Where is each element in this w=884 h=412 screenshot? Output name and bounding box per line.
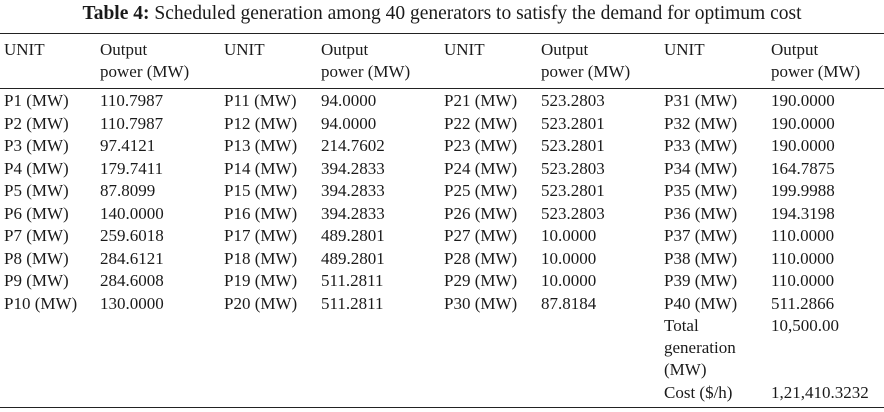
unit-cell: P14 (MW) xyxy=(224,158,298,178)
header-unit-4: UNIT xyxy=(664,40,705,59)
output-cell: 164.7875 xyxy=(771,158,835,178)
unit-cell: P34 (MW) xyxy=(664,158,738,178)
output-cell: 140.0000 xyxy=(100,203,164,223)
output-cell: 489.2801 xyxy=(321,248,385,268)
output-cell: 284.6008 xyxy=(100,271,164,290)
header-output-3: Output power (MW) xyxy=(541,40,631,81)
unit-cell: P1 (MW) xyxy=(4,91,69,110)
output-cell: 190.0000 xyxy=(771,91,835,110)
unit-cell: P8 (MW) xyxy=(4,248,69,268)
unit-cell: P9 (MW) xyxy=(4,271,69,290)
output-cell: 523.2803 xyxy=(541,91,605,110)
output-cell: 110.0000 xyxy=(771,226,835,245)
output-cell: 10.0000 xyxy=(541,226,597,245)
output-cell: 523.2801 xyxy=(541,136,605,155)
cost-label: Cost ($/h) xyxy=(664,383,733,402)
unit-cell: P11 (MW) xyxy=(224,91,297,110)
unit-cell: P29 (MW) xyxy=(444,271,518,290)
output-cell: 511.2811 xyxy=(321,271,384,290)
unit-cell: P39 (MW) xyxy=(664,271,738,290)
header-output-1: Output power (MW) xyxy=(100,40,190,81)
unit-cell: P27 (MW) xyxy=(444,226,518,245)
output-cell: 394.2833 xyxy=(321,158,385,178)
output-cell: 190.0000 xyxy=(771,136,835,155)
unit-cell: P13 (MW) xyxy=(224,136,298,155)
table-title: Scheduled generation among 40 generators… xyxy=(154,3,802,24)
unit-cell: P20 (MW) xyxy=(224,293,298,313)
output-cell: 523.2803 xyxy=(541,203,605,223)
unit-cell: P3 (MW) xyxy=(4,136,69,155)
output-cell: 523.2801 xyxy=(541,181,605,200)
unit-cell: P6 (MW) xyxy=(4,203,69,223)
output-cell: 110.7987 xyxy=(100,91,164,110)
total-generation-value: 10,500.00 xyxy=(771,316,839,335)
unit-cell: P21 (MW) xyxy=(444,91,518,110)
unit-cell: P32 (MW) xyxy=(664,113,738,133)
unit-cell: P18 (MW) xyxy=(224,248,298,268)
output-cell: 97.4121 xyxy=(100,136,156,155)
output-cell: 194.3198 xyxy=(771,203,835,223)
table-label: Table 4: xyxy=(82,3,150,24)
output-cell: 199.9988 xyxy=(771,181,835,200)
unit-cell: P12 (MW) xyxy=(224,113,298,133)
header-output-2: Output power (MW) xyxy=(321,40,411,81)
output-cell: 179.7411 xyxy=(100,158,164,178)
output-cell: 523.2803 xyxy=(541,158,605,178)
unit-cell: P5 (MW) xyxy=(4,181,69,200)
unit-cell: P38 (MW) xyxy=(664,248,738,268)
unit-cell: P7 (MW) xyxy=(4,226,69,245)
output-cell: 190.0000 xyxy=(771,113,835,133)
unit-cell: P4 (MW) xyxy=(4,158,69,178)
unit-cell: P22 (MW) xyxy=(444,113,518,133)
output-cell: 110.0000 xyxy=(771,271,835,290)
output-cell: 284.6121 xyxy=(100,248,164,268)
total-generation-label: Total generation (MW) xyxy=(664,316,736,379)
table-caption: Table 4: Scheduled generation among 40 g… xyxy=(0,0,884,30)
unit-cell: P24 (MW) xyxy=(444,158,518,178)
header-rule xyxy=(0,88,884,89)
bottom-rule xyxy=(0,407,884,408)
unit-cell: P17 (MW) xyxy=(224,226,298,245)
unit-cell: P2 (MW) xyxy=(4,113,69,133)
output-cell: 259.6018 xyxy=(100,226,164,245)
output-cell: 511.2811 xyxy=(321,293,384,313)
unit-cell: P26 (MW) xyxy=(444,203,518,223)
unit-cell: P40 (MW) xyxy=(664,293,738,313)
output-cell: 94.0000 xyxy=(321,113,377,133)
unit-cell: P19 (MW) xyxy=(224,271,298,290)
unit-cell: P10 (MW) xyxy=(4,293,78,313)
output-cell: 10.0000 xyxy=(541,271,597,290)
unit-cell: P15 (MW) xyxy=(224,181,298,200)
unit-cell: P33 (MW) xyxy=(664,136,738,155)
header-unit-1: UNIT xyxy=(4,40,45,59)
unit-cell: P25 (MW) xyxy=(444,181,518,200)
unit-cell: P23 (MW) xyxy=(444,136,518,155)
unit-cell: P31 (MW) xyxy=(664,91,738,110)
output-cell: 489.2801 xyxy=(321,226,385,245)
unit-cell: P28 (MW) xyxy=(444,248,518,268)
output-cell: 394.2833 xyxy=(321,181,385,200)
header-unit-2: UNIT xyxy=(224,40,265,59)
output-cell: 511.2866 xyxy=(771,293,835,313)
header-output-4: Output power (MW) xyxy=(771,40,861,81)
header-unit-3: UNIT xyxy=(444,40,485,59)
output-cell: 87.8184 xyxy=(541,293,597,313)
output-cell: 394.2833 xyxy=(321,203,385,223)
output-cell: 110.7987 xyxy=(100,113,164,133)
unit-cell: P35 (MW) xyxy=(664,181,738,200)
output-cell: 214.7602 xyxy=(321,136,385,155)
top-rule xyxy=(0,33,884,34)
unit-cell: P37 (MW) xyxy=(664,226,738,245)
output-cell: 10.0000 xyxy=(541,248,597,268)
cost-value: 1,21,410.3232 xyxy=(771,383,869,402)
output-cell: 523.2801 xyxy=(541,113,605,133)
unit-cell: P30 (MW) xyxy=(444,293,518,313)
unit-cell: P36 (MW) xyxy=(664,203,738,223)
output-cell: 130.0000 xyxy=(100,293,164,313)
output-cell: 87.8099 xyxy=(100,181,156,200)
unit-cell: P16 (MW) xyxy=(224,203,298,223)
output-cell: 110.0000 xyxy=(771,248,835,268)
output-cell: 94.0000 xyxy=(321,91,377,110)
